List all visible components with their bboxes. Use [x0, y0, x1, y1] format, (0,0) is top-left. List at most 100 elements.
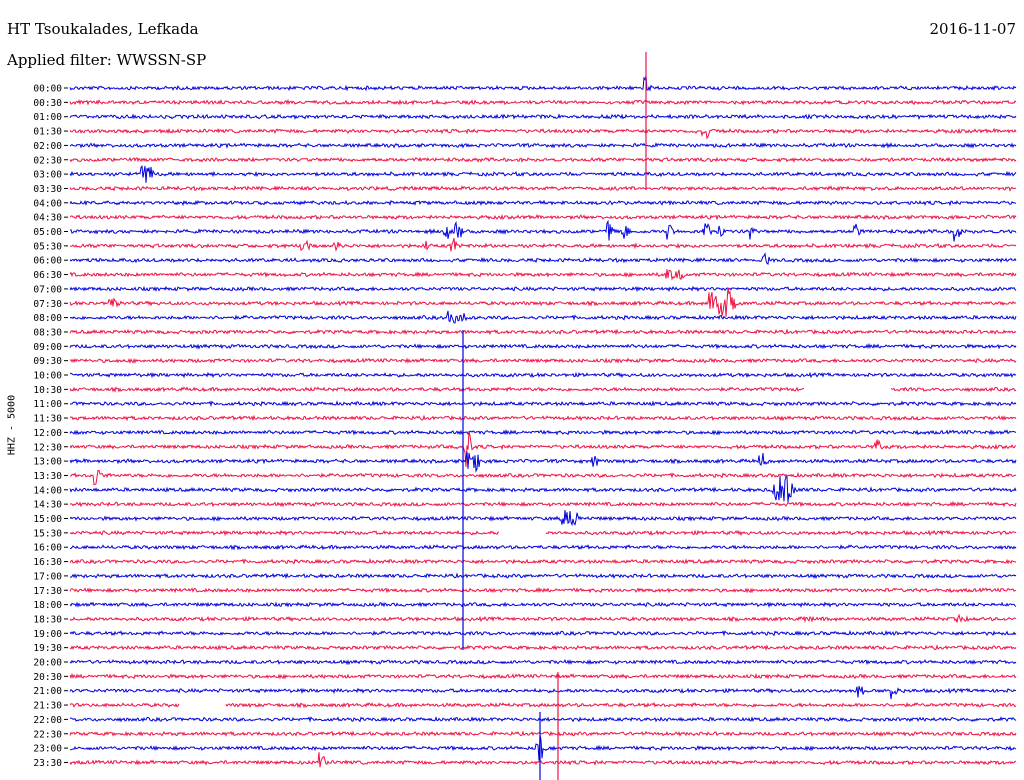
trace-row: 21:00 [33, 686, 1017, 700]
trace-line [69, 199, 1017, 207]
trace-row: 19:00 [33, 629, 1017, 640]
tick-label: 06:00 [33, 256, 62, 267]
trace-row: 03:00 [33, 165, 1017, 183]
trace-line [69, 357, 1017, 364]
trace-row: 05:30 [33, 237, 1017, 252]
trace-row: 06:30 [33, 269, 1017, 281]
tick-label: 14:30 [33, 500, 62, 511]
date-label: 2016-11-07 [929, 20, 1016, 38]
trace-line [69, 342, 1017, 350]
trace-line [69, 400, 1017, 407]
tick-label: 19:00 [33, 629, 62, 640]
trace-row: 01:30 [33, 127, 1017, 140]
trace-line [69, 730, 1017, 738]
tick-label: 03:30 [33, 184, 62, 195]
trace-row: 01:00 [33, 112, 1017, 123]
trace-row: 20:30 [33, 672, 1017, 683]
trace-row: 14:00 [33, 475, 1017, 503]
trace-row: 16:00 [33, 543, 1017, 554]
tick-label: 12:00 [33, 428, 62, 439]
trace-line [69, 386, 1017, 393]
tick-label: 00:30 [33, 98, 62, 109]
trace-row: 18:30 [33, 613, 1017, 625]
trace-row: 09:30 [33, 356, 1017, 367]
trace-line [69, 113, 1017, 121]
trace-line [69, 451, 1017, 474]
trace-row: 09:00 [33, 342, 1017, 353]
trace-line [69, 185, 1017, 192]
tick-label: 18:00 [33, 600, 62, 611]
trace-row: 13:30 [33, 469, 1016, 486]
trace-row: 15:30 [33, 528, 1017, 539]
trace-line [69, 371, 1017, 379]
tick-label: 13:30 [33, 471, 62, 482]
tick-label: 04:00 [33, 198, 62, 209]
tick-label: 17:30 [33, 586, 62, 597]
trace-line [69, 701, 1017, 709]
tick-label: 13:00 [33, 457, 62, 468]
trace-row: 21:30 [33, 701, 1017, 712]
trace-line [69, 734, 1017, 761]
tick-label: 22:00 [33, 715, 62, 726]
trace-line [69, 219, 1017, 242]
trace-line [69, 127, 1017, 140]
tick-label: 06:30 [33, 270, 62, 281]
trace-row: 22:00 [33, 715, 1017, 726]
tick-label: 05:30 [33, 241, 62, 252]
trace-line [69, 613, 1017, 624]
trace-line [69, 529, 1017, 537]
tick-label: 20:00 [33, 658, 62, 669]
trace-row: 16:30 [33, 557, 1017, 568]
trace-line [69, 414, 1017, 422]
tick-label: 22:30 [33, 729, 62, 740]
trace-line [69, 431, 1017, 467]
trace-line [69, 75, 1017, 92]
trace-row: 07:30 [33, 287, 1017, 317]
trace-line [69, 509, 1017, 527]
trace-line [69, 572, 1017, 580]
tick-label: 12:30 [33, 442, 62, 453]
trace-line [69, 156, 1017, 164]
trace-line [69, 165, 1017, 183]
trace-row: 23:00 [33, 734, 1017, 761]
tick-label: 11:30 [33, 414, 62, 425]
trace-row: 11:30 [33, 414, 1017, 425]
trace-line [69, 285, 1017, 293]
filter-label: Applied filter: WWSSN-SP [7, 51, 207, 69]
trace-row: 19:30 [33, 643, 1017, 654]
tick-label: 16:30 [33, 557, 62, 568]
trace-line [69, 715, 1017, 723]
trace-line [69, 328, 1017, 336]
trace-line [69, 752, 1017, 768]
tick-label: 08:00 [33, 313, 62, 324]
trace-row: 10:30 [33, 385, 1017, 396]
trace-line [69, 659, 1017, 666]
trace-row: 00:30 [33, 98, 1017, 109]
tick-label: 08:30 [33, 327, 62, 338]
trace-row: 12:30 [33, 431, 1017, 467]
trace-row: 20:00 [33, 658, 1017, 669]
trace-line [69, 500, 1017, 508]
tick-label: 17:00 [33, 571, 62, 582]
trace-row: 03:30 [33, 184, 1017, 195]
trace-line [69, 672, 1017, 680]
tick-label: 02:30 [33, 155, 62, 166]
trace-line [69, 428, 1017, 436]
tick-label: 10:00 [33, 371, 62, 382]
trace-row: 15:00 [33, 509, 1017, 527]
trace-row: 12:00 [33, 428, 1017, 439]
trace-row: 08:00 [33, 310, 1017, 324]
trace-line [69, 213, 1017, 221]
tick-label: 14:00 [33, 485, 62, 496]
trace-line [70, 544, 1017, 551]
trace-row: 04:30 [33, 213, 1017, 224]
trace-row: 18:00 [33, 600, 1017, 611]
trace-row: 08:30 [33, 327, 1017, 338]
trace-line [69, 252, 1017, 266]
tick-label: 20:30 [33, 672, 62, 683]
tick-label: 16:00 [33, 543, 62, 554]
tick-label: 07:30 [33, 299, 62, 310]
tick-label: 01:30 [33, 127, 62, 138]
trace-row: 10:00 [33, 371, 1017, 382]
